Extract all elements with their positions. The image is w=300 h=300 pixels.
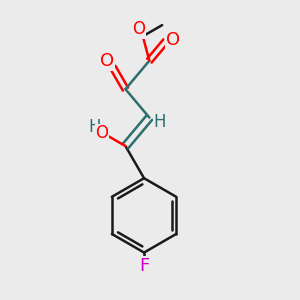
Text: O: O xyxy=(96,124,109,142)
Text: O: O xyxy=(132,20,145,38)
Text: O: O xyxy=(100,52,114,70)
Text: O: O xyxy=(166,31,180,49)
Text: H: H xyxy=(88,118,101,136)
Text: F: F xyxy=(139,257,149,275)
Text: H: H xyxy=(154,113,166,131)
